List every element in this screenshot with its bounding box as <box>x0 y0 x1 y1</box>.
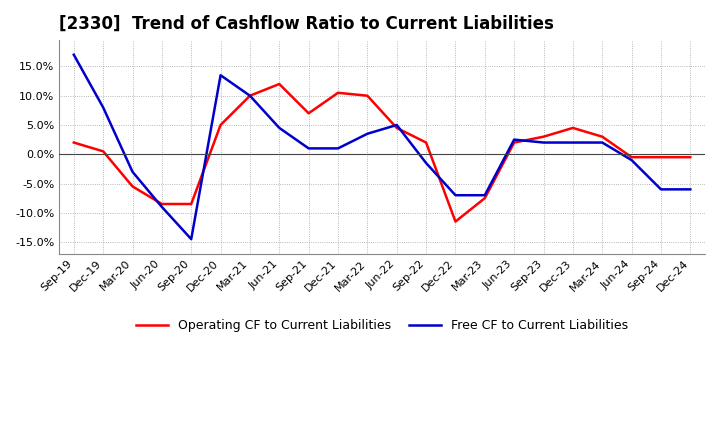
Free CF to Current Liabilities <box>275 125 284 131</box>
Free CF to Current Liabilities <box>422 161 431 166</box>
Free CF to Current Liabilities <box>216 73 225 78</box>
Operating CF to Current Liabilities <box>305 110 313 116</box>
Operating CF to Current Liabilities <box>246 93 254 99</box>
Operating CF to Current Liabilities <box>510 140 518 145</box>
Free CF to Current Liabilities <box>363 131 372 136</box>
Operating CF to Current Liabilities <box>598 134 606 139</box>
Operating CF to Current Liabilities <box>627 154 636 160</box>
Line: Free CF to Current Liabilities: Free CF to Current Liabilities <box>73 55 690 239</box>
Legend: Operating CF to Current Liabilities, Free CF to Current Liabilities: Operating CF to Current Liabilities, Fre… <box>131 314 633 337</box>
Operating CF to Current Liabilities <box>128 184 137 189</box>
Line: Operating CF to Current Liabilities: Operating CF to Current Liabilities <box>73 84 690 222</box>
Operating CF to Current Liabilities <box>69 140 78 145</box>
Free CF to Current Liabilities <box>158 204 166 209</box>
Operating CF to Current Liabilities <box>216 122 225 128</box>
Free CF to Current Liabilities <box>187 236 196 242</box>
Operating CF to Current Liabilities <box>686 154 695 160</box>
Operating CF to Current Liabilities <box>363 93 372 99</box>
Free CF to Current Liabilities <box>69 52 78 57</box>
Operating CF to Current Liabilities <box>480 195 489 201</box>
Operating CF to Current Liabilities <box>539 134 548 139</box>
Free CF to Current Liabilities <box>686 187 695 192</box>
Text: [2330]  Trend of Cashflow Ratio to Current Liabilities: [2330] Trend of Cashflow Ratio to Curren… <box>59 15 554 33</box>
Free CF to Current Liabilities <box>480 193 489 198</box>
Free CF to Current Liabilities <box>657 187 665 192</box>
Free CF to Current Liabilities <box>246 93 254 99</box>
Free CF to Current Liabilities <box>333 146 342 151</box>
Free CF to Current Liabilities <box>99 105 107 110</box>
Operating CF to Current Liabilities <box>657 154 665 160</box>
Operating CF to Current Liabilities <box>422 140 431 145</box>
Free CF to Current Liabilities <box>627 158 636 163</box>
Free CF to Current Liabilities <box>392 122 401 128</box>
Operating CF to Current Liabilities <box>158 202 166 207</box>
Free CF to Current Liabilities <box>598 140 606 145</box>
Free CF to Current Liabilities <box>569 140 577 145</box>
Operating CF to Current Liabilities <box>569 125 577 131</box>
Free CF to Current Liabilities <box>451 193 460 198</box>
Operating CF to Current Liabilities <box>451 219 460 224</box>
Operating CF to Current Liabilities <box>187 202 196 207</box>
Operating CF to Current Liabilities <box>333 90 342 95</box>
Free CF to Current Liabilities <box>510 137 518 142</box>
Free CF to Current Liabilities <box>128 169 137 174</box>
Operating CF to Current Liabilities <box>275 81 284 87</box>
Free CF to Current Liabilities <box>539 140 548 145</box>
Free CF to Current Liabilities <box>305 146 313 151</box>
Operating CF to Current Liabilities <box>392 125 401 131</box>
Operating CF to Current Liabilities <box>99 149 107 154</box>
